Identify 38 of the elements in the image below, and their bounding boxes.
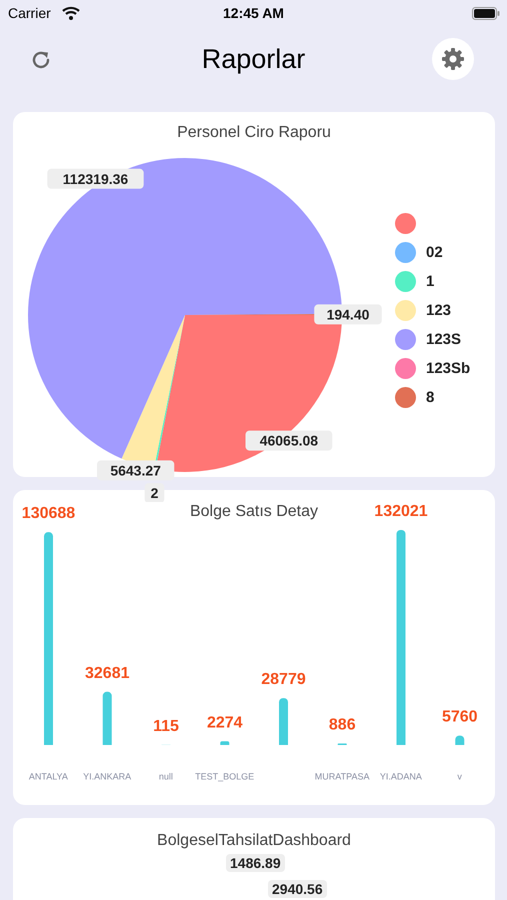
- data-label: 886: [328, 716, 356, 734]
- data-label: 28779: [261, 671, 306, 688]
- x-tick-label: YI.ADANA: [380, 771, 422, 782]
- text: Raporlar: [200, 44, 306, 75]
- text: Carrier: [8, 5, 51, 21]
- bar: [279, 698, 288, 745]
- data-label: 194.40: [326, 306, 370, 322]
- x-tick-label: ANTALYA: [28, 771, 68, 782]
- legend-label: 123: [426, 302, 452, 319]
- legend-label: 8: [426, 389, 434, 406]
- data-label: 2274: [206, 714, 243, 732]
- data-label: 46065.08: [260, 432, 318, 449]
- data-label: 2: [150, 485, 159, 502]
- data-label: 5760: [442, 708, 478, 726]
- legend-label: 02: [426, 244, 443, 261]
- x-tick-label: MURATPASA: [314, 771, 370, 782]
- chart-title: Bolge Satıs Detay: [190, 503, 318, 520]
- data-label: 132021: [374, 503, 428, 520]
- x-tick-label: v: [457, 771, 462, 782]
- bar: [396, 530, 406, 745]
- legend-label: 1: [426, 273, 434, 290]
- x-tick-label: TEST_BOLGE: [195, 771, 254, 782]
- text: 2940.56: [268, 880, 327, 898]
- x-tick-label: null: [158, 771, 173, 782]
- legend-label: 123Sb: [426, 360, 470, 377]
- data-label: 32681: [85, 664, 130, 682]
- data-label: 5643.27: [110, 462, 162, 478]
- data-label: 112319.36: [62, 170, 128, 187]
- text: BolgeselTahsilatDashboard: [156, 832, 352, 850]
- legend-label: 123S: [426, 331, 462, 348]
- data-label: 130688: [22, 505, 76, 522]
- data-label: 115: [153, 718, 180, 735]
- x-tick-label: YI.ANKARA: [83, 771, 132, 782]
- chart-title: Personel Ciro Raporu: [176, 124, 332, 142]
- bar: [44, 532, 53, 745]
- text: 12:45 AM: [223, 5, 284, 21]
- bar: [102, 692, 112, 745]
- text: 1486.89: [226, 854, 285, 872]
